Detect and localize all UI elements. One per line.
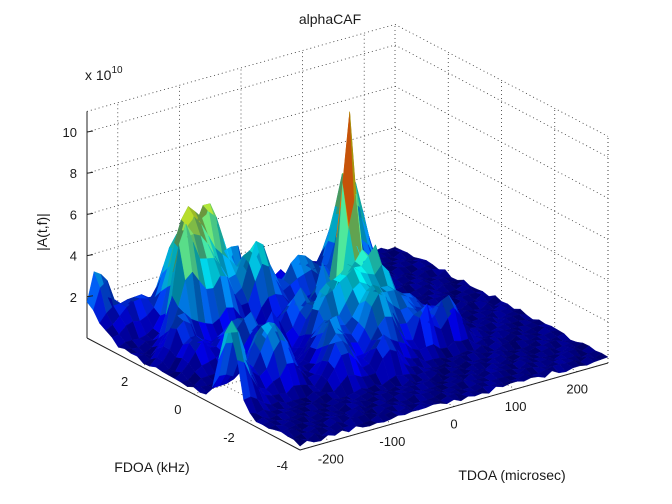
- z-tick-label: 4: [70, 249, 77, 264]
- z-multiplier-label: x 1010: [85, 65, 123, 83]
- z-tick-mark: [86, 171, 94, 174]
- z-tick-mark: [86, 295, 94, 298]
- grid-line-z-back: [86, 44, 396, 133]
- y-tick-label: -4: [276, 458, 288, 473]
- z-tick-label: 10: [63, 125, 77, 140]
- box-edge-top-right: [394, 24, 609, 137]
- z-tick-label: 6: [70, 207, 77, 222]
- z-tick-mark: [86, 254, 94, 257]
- grid-line-z-right: [394, 168, 609, 281]
- x-axis-label: TDOA (microsec): [458, 467, 565, 483]
- surface-patch: [594, 352, 609, 360]
- y-tick-label: 0: [174, 402, 181, 417]
- x-tick-label: -200: [318, 451, 344, 466]
- tdoa-axis-line: [299, 362, 609, 451]
- grid-line-z-back: [86, 168, 396, 256]
- grid-line-z-right: [394, 209, 609, 323]
- chart-title: alphaCAF: [299, 11, 361, 27]
- y-tick-label: -2: [223, 430, 235, 445]
- surface-mesh: [86, 111, 609, 447]
- grid-line-z-right: [394, 85, 609, 199]
- z-tick-label: 2: [70, 290, 77, 305]
- grid-line-z-back: [86, 209, 396, 298]
- x-tick-label: 200: [566, 382, 588, 397]
- tick-labels: 2 4 6 8 10 -4 -2 0 2 -200 -100 0 100 200: [63, 125, 589, 473]
- box-edge-top-back: [86, 24, 396, 112]
- axes: [86, 111, 609, 451]
- y-axis-label: FDOA (kHz): [114, 459, 189, 475]
- z-tick-mark: [86, 212, 94, 215]
- grid-lines: [86, 24, 609, 451]
- z-tick-label: 8: [70, 166, 77, 181]
- grid-line-z-back: [86, 127, 396, 215]
- fdoa-axis-line: [86, 337, 301, 451]
- x-tick-label: 0: [450, 417, 457, 432]
- z-tick-mark: [86, 130, 94, 133]
- x-tick-label: 100: [505, 399, 527, 414]
- x-tick-label: -100: [379, 434, 405, 449]
- grid-line-z-back: [86, 85, 396, 174]
- y-tick-label: 2: [121, 374, 128, 389]
- grid-line-z-right: [394, 127, 609, 240]
- z-axis-label: |A(t,f)|: [34, 213, 50, 251]
- grid-line-z-right: [394, 44, 609, 158]
